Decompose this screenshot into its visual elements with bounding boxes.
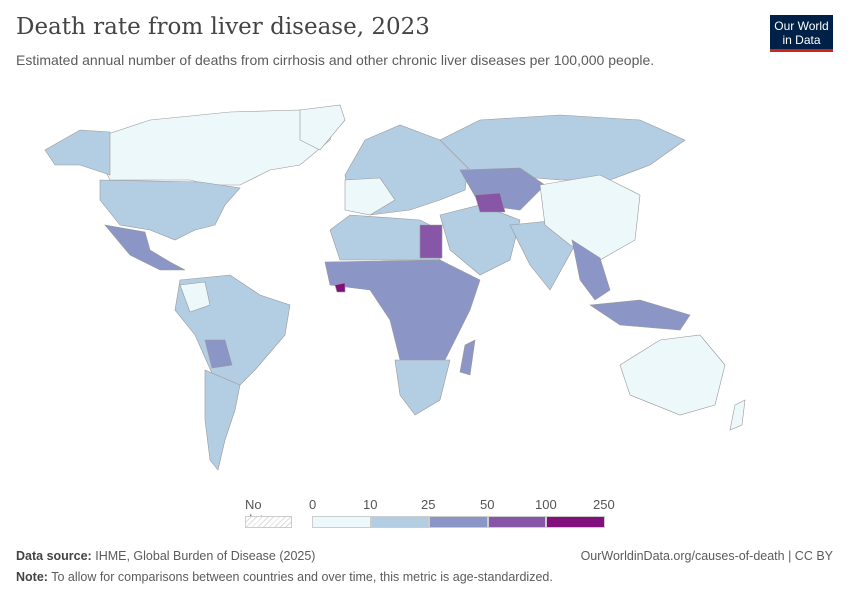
legend-tick: 0	[309, 497, 317, 512]
region-new-zealand[interactable]	[729, 399, 746, 431]
legend-bin-0-10[interactable]	[312, 516, 371, 528]
legend-bin-50-100[interactable]	[487, 516, 547, 528]
source-url-link[interactable]: OurWorldinData.org/causes-of-death | CC …	[580, 549, 833, 563]
region-turkmenistan[interactable]	[474, 192, 506, 213]
legend-no-data-swatch[interactable]	[245, 516, 292, 528]
legend-bin-10-25[interactable]	[370, 516, 430, 528]
region-southeast-asia[interactable]	[571, 239, 611, 301]
note-label: Note:	[16, 570, 48, 584]
region-western-europe[interactable]	[344, 177, 396, 216]
owid-logo[interactable]: Our World in Data	[770, 15, 833, 52]
region-greenland[interactable]	[299, 104, 346, 151]
note-text: To allow for comparisons between countri…	[51, 570, 553, 584]
chart-title: Death rate from liver disease, 2023	[16, 14, 430, 40]
region-south-america-south[interactable]	[204, 369, 241, 471]
region-southern-africa[interactable]	[394, 359, 451, 416]
chart-subtitle: Estimated annual number of deaths from c…	[16, 52, 655, 68]
legend-tick: 50	[480, 497, 495, 512]
logo-line1: Our World	[774, 19, 829, 33]
region-subsaharan-africa[interactable]	[324, 259, 481, 361]
legend-bin-100-250[interactable]	[546, 516, 605, 528]
region-usa[interactable]	[99, 179, 241, 241]
legend-tick: 25	[421, 497, 436, 512]
region-indonesia[interactable]	[589, 299, 691, 331]
legend-tick: 250	[593, 497, 615, 512]
region-middle-east[interactable]	[439, 204, 521, 276]
legend-tick: 10	[363, 497, 378, 512]
region-egypt[interactable]	[419, 224, 443, 259]
legend-tick: 100	[535, 497, 557, 512]
region-alaska[interactable]	[44, 129, 111, 176]
data-source: Data source: IHME, Global Burden of Dise…	[16, 549, 315, 563]
note: Note: To allow for comparisons between c…	[16, 570, 553, 584]
region-madagascar[interactable]	[459, 339, 476, 376]
region-bolivia[interactable]	[204, 339, 233, 369]
region-colombia[interactable]	[179, 281, 211, 313]
region-sierra-leone[interactable]	[334, 282, 346, 293]
region-australia[interactable]	[619, 334, 726, 416]
source-label: Data source:	[16, 549, 92, 563]
region-mexico[interactable]	[104, 224, 186, 271]
region-canada[interactable]	[99, 109, 336, 186]
logo-line2: in Data	[782, 33, 821, 47]
region-china[interactable]	[539, 174, 641, 261]
source-text: IHME, Global Burden of Disease (2025)	[95, 549, 316, 563]
legend-bin-25-50[interactable]	[429, 516, 488, 528]
